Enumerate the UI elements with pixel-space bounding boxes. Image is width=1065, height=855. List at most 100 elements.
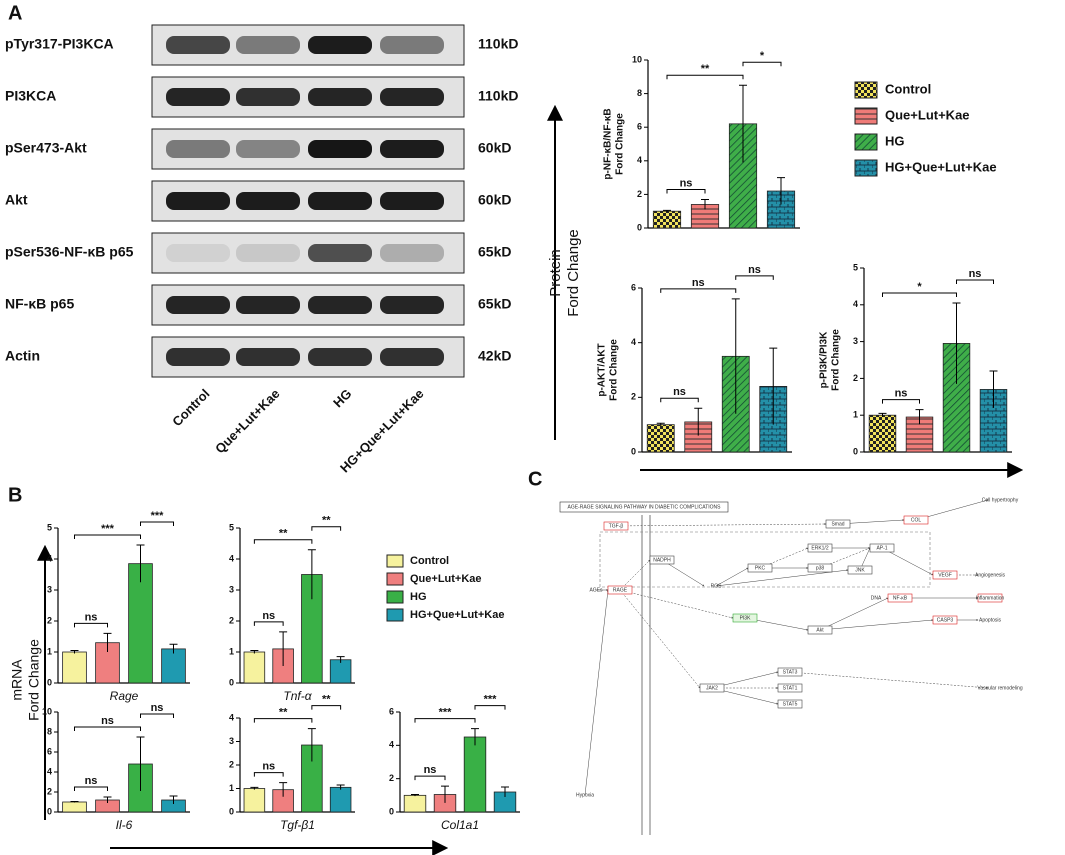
significance-label: ns bbox=[424, 764, 437, 776]
y-tick-label: 0 bbox=[389, 806, 394, 816]
significance-bracket bbox=[140, 521, 174, 527]
y-tick-label: 2 bbox=[229, 759, 234, 769]
significance-label: ns bbox=[895, 388, 908, 400]
pathway-node-label: VEGF bbox=[938, 572, 952, 578]
pathway-node bbox=[777, 699, 803, 709]
blot-size: 110kD bbox=[478, 36, 518, 52]
significance-label: * bbox=[760, 50, 765, 62]
y-tick-label: 2 bbox=[631, 392, 636, 402]
error-bar bbox=[103, 796, 112, 803]
significance-bracket bbox=[74, 726, 141, 731]
blot-band bbox=[380, 296, 444, 314]
error-bar bbox=[731, 298, 740, 414]
significance-bracket bbox=[660, 288, 737, 293]
lane-label: Que+Lut+Kae bbox=[212, 386, 282, 456]
significance-bracket bbox=[474, 705, 506, 710]
y-axis-label: p-AKT/AKT bbox=[597, 343, 608, 396]
pathway-link bbox=[619, 589, 734, 619]
y-tick-label: 4 bbox=[47, 553, 52, 563]
pathway-node bbox=[603, 521, 629, 531]
legend-swatch bbox=[386, 572, 404, 586]
pathway-node bbox=[732, 613, 758, 623]
blot-band bbox=[236, 348, 300, 366]
error-bar bbox=[279, 631, 288, 666]
blot-band bbox=[380, 348, 444, 366]
significance-bracket bbox=[882, 292, 957, 297]
pathway-link bbox=[789, 671, 989, 689]
pathway-node-label: AP-1 bbox=[876, 545, 887, 551]
pathway-link bbox=[715, 569, 849, 587]
y-tick-label: 1 bbox=[47, 646, 52, 656]
pathway-node-label: STAT3 bbox=[783, 669, 798, 675]
pathway-node-label: ERK1/2 bbox=[811, 545, 828, 551]
bar bbox=[62, 651, 87, 684]
pathway-frame bbox=[599, 531, 931, 588]
pathway-node bbox=[807, 625, 833, 635]
pathway-node-label: DNA bbox=[871, 595, 882, 601]
pathway-node-label: STAT1 bbox=[783, 685, 798, 691]
y-tick-label: 2 bbox=[389, 773, 394, 783]
y-tick-label: 6 bbox=[637, 122, 642, 132]
pathway-link bbox=[615, 523, 827, 527]
blot-band bbox=[308, 36, 372, 54]
error-bar bbox=[501, 786, 509, 797]
blot-band bbox=[236, 140, 300, 158]
y-tick-label: 8 bbox=[637, 88, 642, 98]
bar bbox=[329, 786, 352, 813]
blot-band bbox=[166, 296, 230, 314]
x-axis-label: Il-6 bbox=[116, 818, 133, 832]
bar bbox=[62, 801, 87, 813]
y-tick-label: 2 bbox=[47, 615, 52, 625]
pathway-link bbox=[819, 619, 934, 631]
blot-band bbox=[236, 88, 300, 106]
y-tick-label: 0 bbox=[229, 806, 234, 816]
significance-bracket bbox=[956, 279, 994, 284]
panel-label: C bbox=[528, 468, 542, 490]
significance-label: *** bbox=[484, 694, 498, 706]
significance-label: *** bbox=[439, 707, 453, 719]
significance-label: ** bbox=[322, 693, 331, 705]
error-bar bbox=[878, 412, 887, 418]
blot-size: 65kD bbox=[478, 296, 511, 312]
y-tick-label: 4 bbox=[47, 766, 52, 776]
pathway-node-label: AGEs bbox=[589, 587, 603, 593]
blot-band bbox=[308, 348, 372, 366]
error-bar bbox=[989, 370, 998, 408]
y-tick-label: 5 bbox=[47, 522, 52, 532]
error-bar bbox=[307, 728, 316, 762]
pathway-node-label: RAGE bbox=[613, 587, 628, 593]
diagram-title: AGE-RAGE SIGNALING PATHWAY IN DIABETIC C… bbox=[568, 504, 722, 510]
significance-label: ns bbox=[680, 177, 693, 189]
error-bar bbox=[411, 794, 419, 797]
significance-label: ** bbox=[279, 528, 288, 540]
pathway-node-label: NF-κB bbox=[893, 595, 908, 601]
y-tick-label: 4 bbox=[853, 299, 858, 309]
y-tick-label: 0 bbox=[47, 806, 52, 816]
bar bbox=[868, 414, 897, 453]
error-bar bbox=[70, 649, 79, 654]
y-axis-label: p-PI3K/PI3K bbox=[819, 331, 830, 388]
blot-size: 65kD bbox=[478, 244, 511, 260]
x-axis-label: Tnf-α bbox=[283, 689, 312, 703]
axis-label: Protein bbox=[547, 249, 564, 297]
pathway-node bbox=[777, 667, 803, 677]
blot-band bbox=[236, 192, 300, 210]
legend-swatch bbox=[386, 590, 404, 604]
pathway-node bbox=[932, 570, 958, 580]
blot-band bbox=[308, 140, 372, 158]
y-tick-label: 5 bbox=[229, 522, 234, 532]
pathway-node-label: Angiogenesis bbox=[975, 572, 1006, 578]
y-tick-label: 2 bbox=[229, 615, 234, 625]
pathway-link bbox=[584, 589, 609, 796]
blot-band bbox=[380, 140, 444, 158]
pathway-node bbox=[869, 543, 895, 553]
significance-label: * bbox=[917, 281, 922, 293]
pathway-node-label: TGF-β bbox=[609, 523, 624, 529]
y-tick-label: 4 bbox=[229, 712, 234, 722]
pathway-node bbox=[807, 563, 833, 573]
diagram-title-box bbox=[559, 501, 729, 513]
y-tick-label: 1 bbox=[229, 783, 234, 793]
error-bar bbox=[952, 302, 961, 384]
panel-label: B bbox=[8, 484, 22, 506]
legend-label: HG+Que+Lut+Kae bbox=[885, 159, 997, 174]
